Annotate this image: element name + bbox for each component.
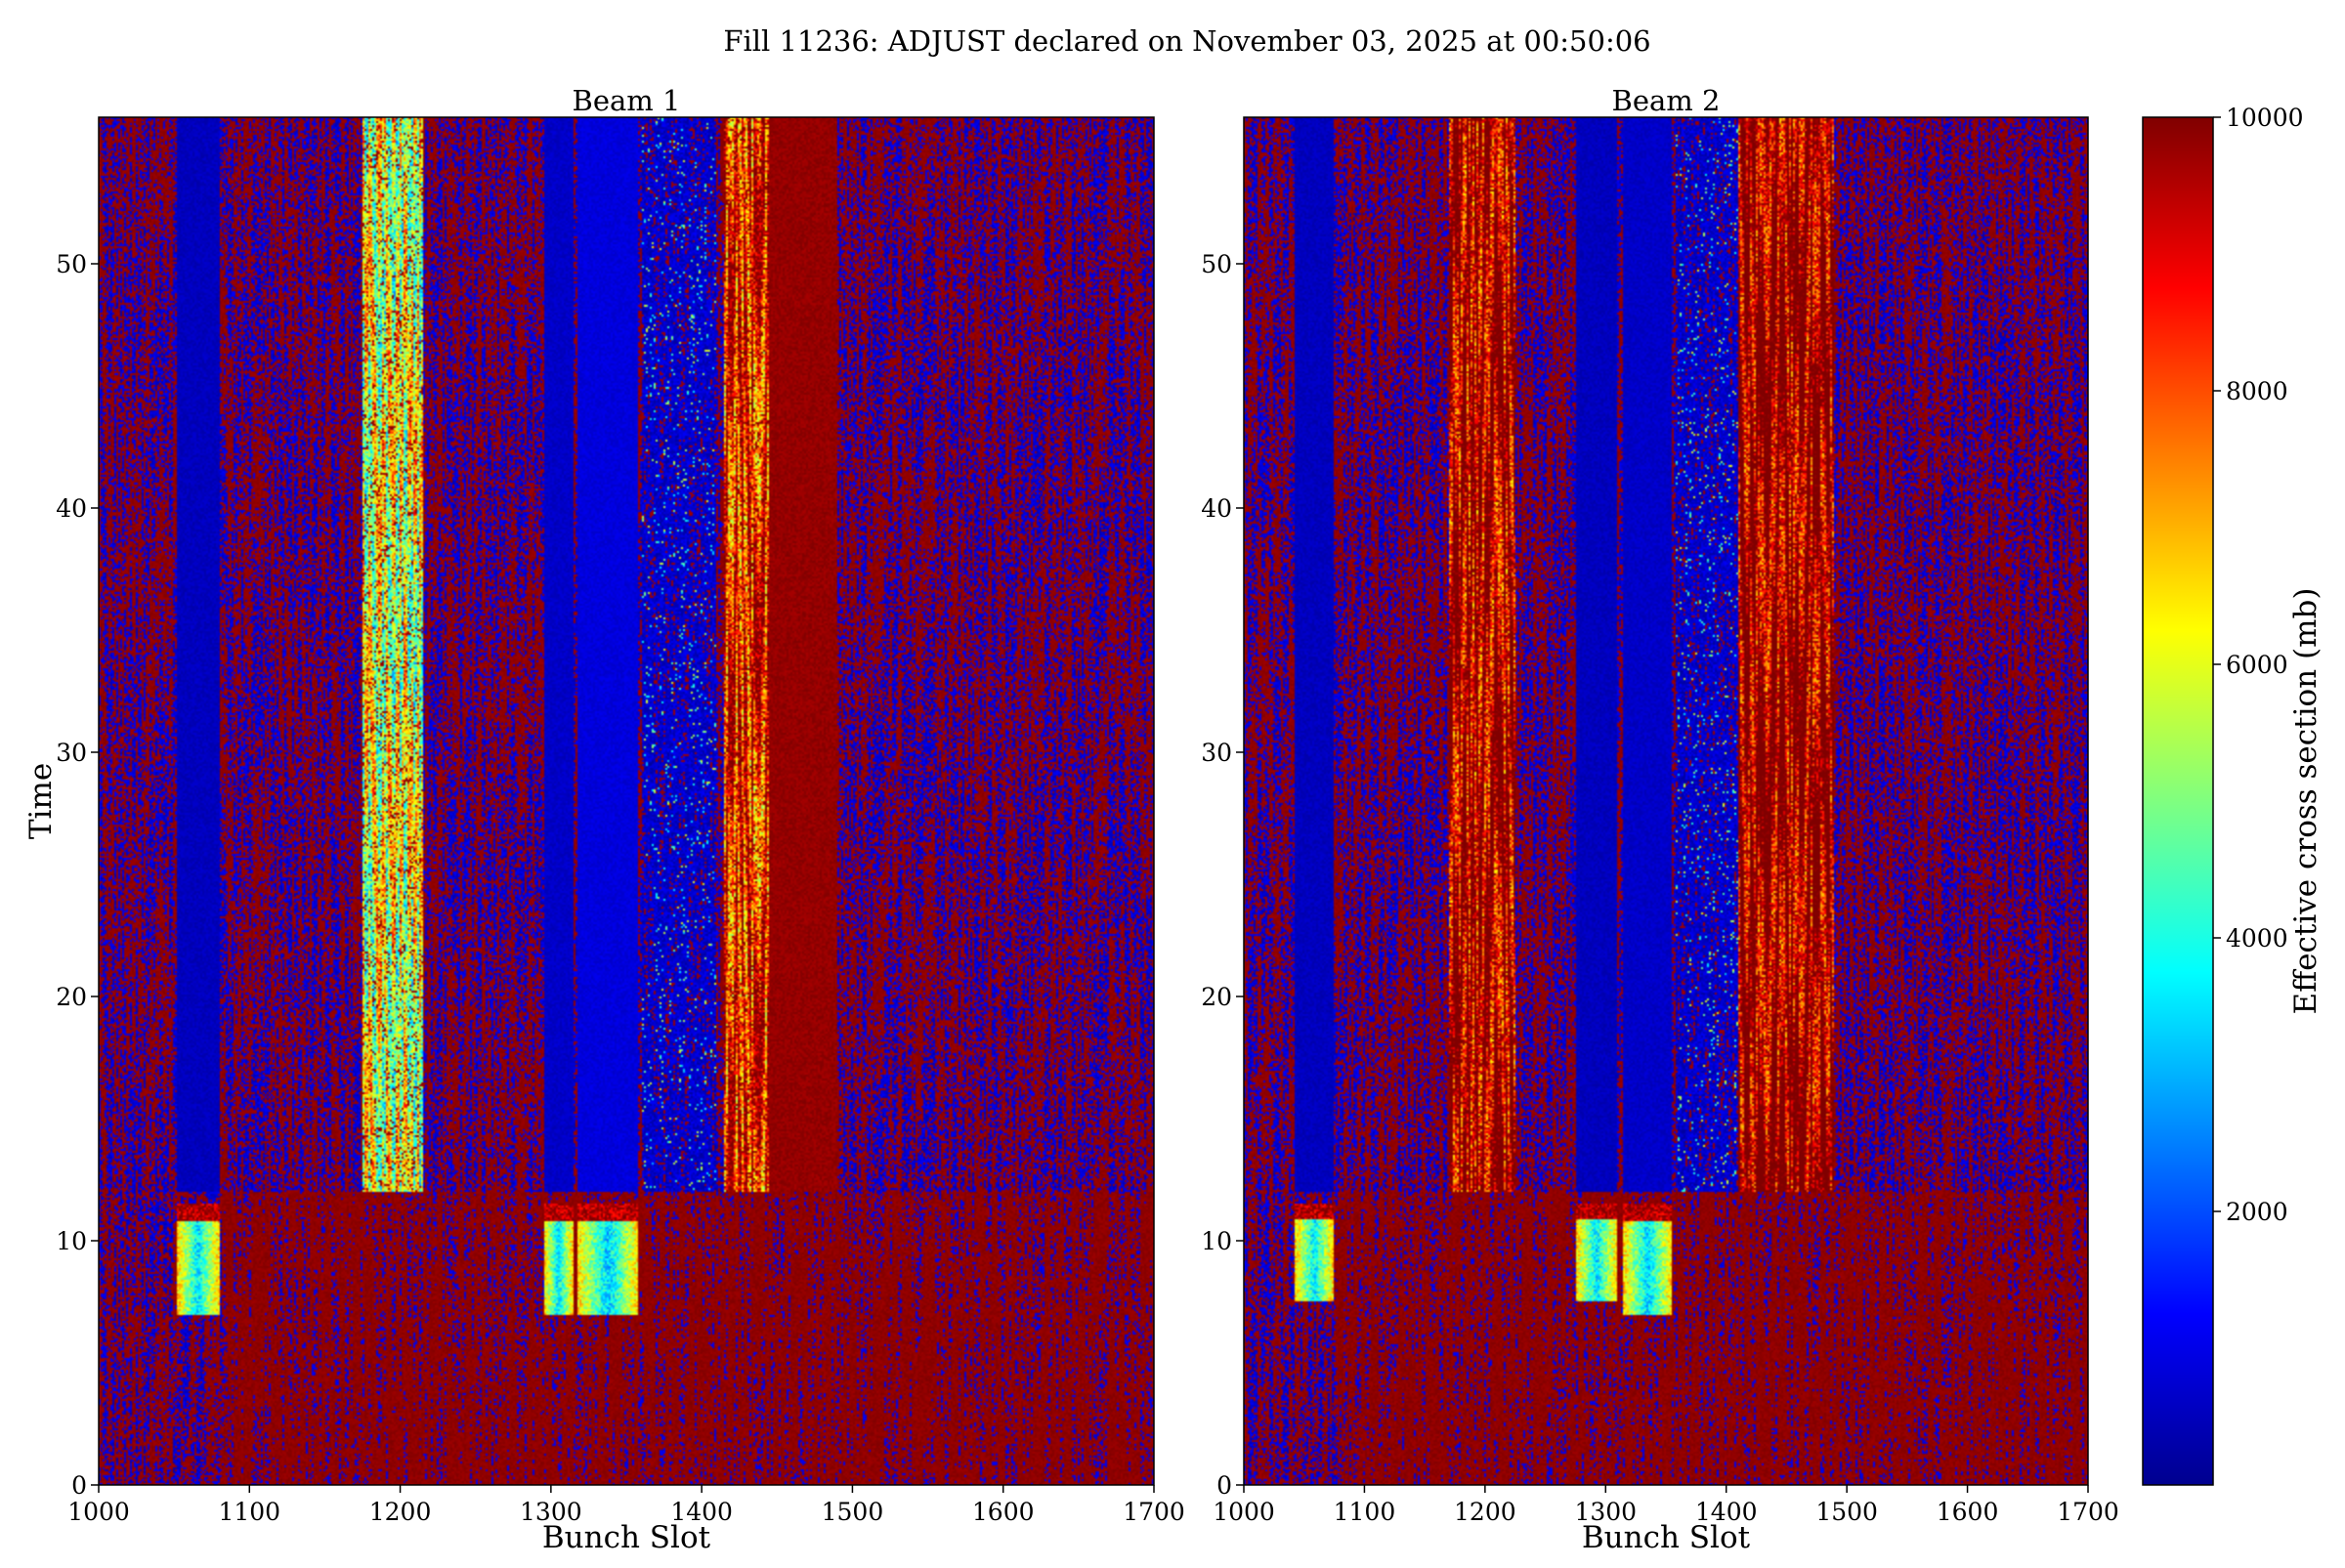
colorbar-ticks: 2000 4000 6000 8000 10000: [2213, 104, 2304, 1226]
x-tick-label: 1200: [369, 1498, 432, 1526]
x-tick-label: 1400: [670, 1498, 733, 1526]
x-tick-label: 1000: [67, 1498, 130, 1526]
y-axis-label: Time: [23, 763, 59, 839]
x-tick-label: 1600: [1937, 1498, 1999, 1526]
x-tick-label: 1300: [520, 1498, 582, 1526]
panel-title: Beam 2: [1612, 84, 1721, 117]
y-tick-label: 20: [56, 983, 87, 1011]
y-tick-label: 50: [56, 250, 87, 278]
figure-title: Fill 11236: ADJUST declared on November …: [723, 24, 1650, 58]
y-tick-label: 30: [56, 739, 87, 767]
heatmap-panel-beam-1: Beam 1 1000 1100 1200 1300 1400 1500 1600 1700 0…: [23, 84, 1185, 1555]
y-tick-label: 10: [56, 1227, 87, 1255]
colorbar-tick-label: 10000: [2226, 104, 2304, 132]
x-tick-label: 1100: [218, 1498, 280, 1526]
x-tick-label: 1100: [1334, 1498, 1396, 1526]
y-tick-label: 40: [1201, 494, 1232, 523]
x-tick-label: 1500: [822, 1498, 884, 1526]
colorbar-tick-label: 2000: [2226, 1198, 2288, 1226]
x-tick-label: 1500: [1815, 1498, 1878, 1526]
colorbar-label: Effective cross section (mb): [2288, 588, 2324, 1015]
y-tick-label: 20: [1201, 983, 1232, 1011]
y-tick-label: 0: [71, 1471, 87, 1500]
x-axis-label: Bunch Slot: [542, 1520, 711, 1555]
axis-ticks: 1000 1100 1200 1300 1400 1500 1600 1700 0 10 20 30 4…: [1201, 250, 2119, 1526]
y-tick-label: 50: [1201, 250, 1232, 278]
x-tick-label: 1400: [1695, 1498, 1758, 1526]
heatmap-panel-beam-2: Beam 2 1000 1100 1200 1300 1400 1500 1600 1700 0…: [1201, 84, 2119, 1555]
y-tick-label: 10: [1201, 1227, 1232, 1255]
axis-ticks: 1000 1100 1200 1300 1400 1500 1600 1700 0 10 20 30 4…: [56, 250, 1185, 1526]
plot-frame: [1243, 116, 2089, 1486]
colorbar: 2000 4000 6000 8000 10000 Effective cross se…: [2142, 104, 2324, 1486]
panel-title: Beam 1: [573, 84, 681, 117]
y-tick-label: 30: [1201, 739, 1232, 767]
y-tick-label: 40: [56, 494, 87, 523]
x-tick-label: 1600: [972, 1498, 1035, 1526]
x-tick-label: 1700: [1123, 1498, 1185, 1526]
colorbar-gradient: [2142, 116, 2214, 1486]
heatmap-canvas: [99, 117, 1154, 1485]
x-axis-label: Bunch Slot: [1582, 1520, 1751, 1555]
x-tick-label: 1300: [1574, 1498, 1637, 1526]
x-tick-label: 1200: [1454, 1498, 1516, 1526]
plot-frame: [98, 116, 1155, 1486]
colorbar-tick-label: 8000: [2226, 377, 2288, 405]
x-tick-label: 1700: [2057, 1498, 2119, 1526]
colorbar-tick-label: 6000: [2226, 651, 2288, 679]
x-tick-label: 1000: [1213, 1498, 1275, 1526]
y-tick-label: 0: [1216, 1471, 1232, 1500]
heatmap-canvas: [1244, 117, 2088, 1485]
colorbar-tick-label: 4000: [2226, 924, 2288, 953]
